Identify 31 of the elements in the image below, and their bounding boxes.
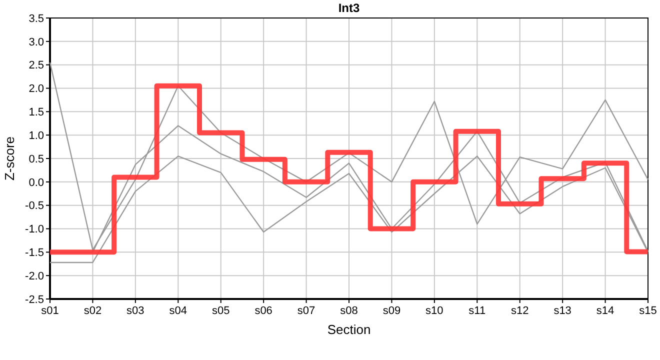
x-axis-title: Section xyxy=(327,322,371,337)
x-tick-label: s12 xyxy=(510,305,529,317)
y-tick-label: -2.0 xyxy=(25,270,44,282)
x-tick-label: s13 xyxy=(554,305,572,317)
y-tick-label: 1.0 xyxy=(28,130,44,142)
x-tick-label: s14 xyxy=(596,305,614,317)
x-tick-label: s09 xyxy=(382,305,401,317)
x-tick-label: s07 xyxy=(297,305,316,317)
y-tick-label: -0.5 xyxy=(25,200,44,212)
y-tick-label: -2.5 xyxy=(25,294,44,306)
x-tick-label: s04 xyxy=(169,305,188,317)
y-tick-label: 1.5 xyxy=(28,106,44,119)
x-tick-label: s03 xyxy=(126,305,144,317)
x-tick-label: s10 xyxy=(426,305,444,317)
y-axis-title: Z-score xyxy=(2,136,17,181)
y-tick-label: 3.5 xyxy=(28,12,44,25)
y-tick-label: 2.5 xyxy=(28,60,44,72)
y-tick-label: 0.0 xyxy=(28,176,44,189)
y-tick-label: 0.5 xyxy=(28,153,44,166)
x-tick-label: s06 xyxy=(254,305,272,317)
y-tick-label: 3.0 xyxy=(28,36,44,48)
y-tick-label: -1.5 xyxy=(25,247,44,260)
x-tick-label: s15 xyxy=(639,305,657,317)
x-tick-label: s11 xyxy=(468,305,486,317)
y-tick-label: -1.0 xyxy=(25,224,44,236)
chart-title: Int3 xyxy=(338,1,360,15)
y-tick-label: 2.0 xyxy=(28,83,44,96)
x-tick-label: s02 xyxy=(84,305,102,317)
x-tick-label: s01 xyxy=(41,305,59,317)
x-tick-label: s08 xyxy=(340,305,358,317)
x-tick-label: s05 xyxy=(212,305,230,317)
